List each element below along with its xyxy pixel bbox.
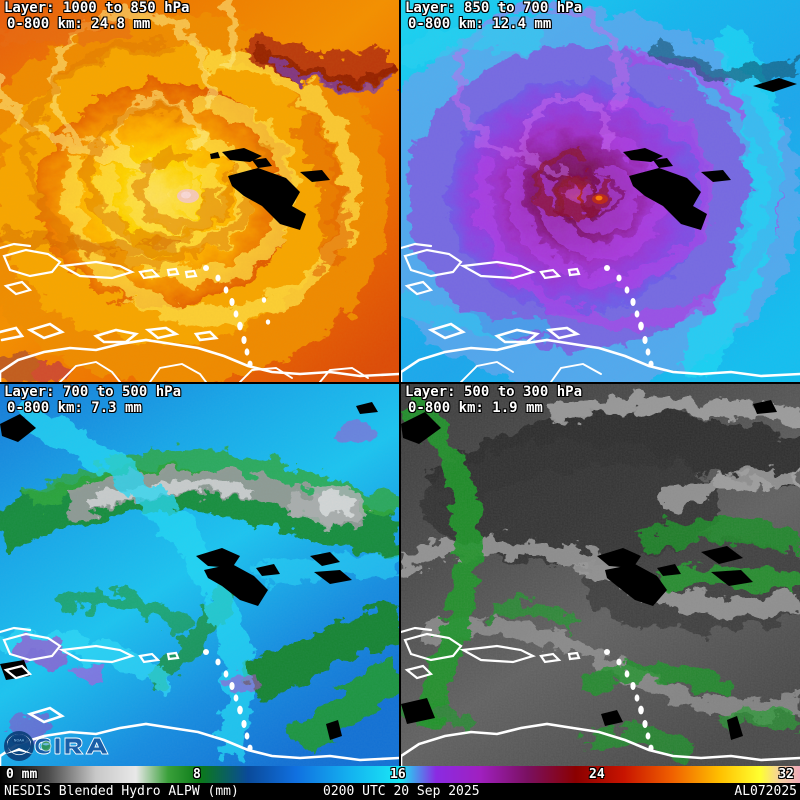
colorbar-tick-0: 0 mm bbox=[6, 767, 38, 782]
south-america-coast bbox=[401, 322, 800, 382]
coastline-overlay bbox=[401, 242, 581, 296]
panel-850-700-hpa[interactable]: Layer: 850 to 700 hPa 0-800 km: 12.4 mm bbox=[401, 0, 800, 382]
alpw-field-500-300 bbox=[401, 384, 800, 766]
alpw-field-700-500 bbox=[0, 384, 399, 766]
panel-500-300-hpa[interactable]: Layer: 500 to 300 hPa 0-800 km: 1.9 mm bbox=[401, 384, 800, 766]
colorbar-tick-16: 16 bbox=[390, 767, 406, 782]
panel-1000-850-hpa[interactable]: Layer: 1000 to 850 hPa 0-800 km: 24.8 mm bbox=[0, 0, 399, 382]
land-mask bbox=[623, 78, 797, 230]
south-america-coast bbox=[401, 722, 800, 766]
south-america-coast bbox=[0, 322, 399, 382]
footer-bar: NESDIS Blended Hydro ALPW (mm) 0200 UTC … bbox=[0, 783, 800, 800]
product-timestamp: 0200 UTC 20 Sep 2025 bbox=[323, 784, 480, 799]
alpw-field-1000-850 bbox=[0, 0, 399, 382]
alpw-field-850-700 bbox=[401, 0, 800, 382]
land-mask bbox=[210, 148, 330, 230]
coastline-overlay bbox=[0, 626, 180, 680]
coastline-overlay bbox=[401, 626, 581, 680]
storm-id: AL072025 bbox=[734, 784, 797, 799]
colorbar-gradient bbox=[0, 766, 800, 783]
colorbar-tick-24: 24 bbox=[589, 767, 605, 782]
colorbar[interactable]: 0 mm 8 16 24 32 bbox=[0, 766, 800, 783]
land-mask bbox=[401, 400, 777, 740]
colorbar-tick-32: 32 bbox=[778, 767, 794, 782]
panel-700-500-hpa[interactable]: Layer: 700 to 500 hPa 0-800 km: 7.3 mm bbox=[0, 384, 399, 766]
product-title: NESDIS Blended Hydro ALPW (mm) bbox=[4, 784, 239, 799]
lesser-antilles-arc bbox=[203, 265, 271, 368]
colorbar-tick-8: 8 bbox=[193, 767, 201, 782]
lesser-antilles-arc bbox=[604, 649, 654, 752]
coastline-overlay bbox=[0, 242, 198, 296]
lesser-antilles-arc bbox=[604, 265, 654, 368]
panel-grid: Layer: 1000 to 850 hPa 0-800 km: 24.8 mm bbox=[0, 0, 800, 766]
